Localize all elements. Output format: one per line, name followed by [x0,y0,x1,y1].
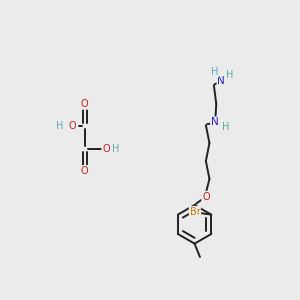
Text: N: N [218,76,225,86]
Text: N: N [211,117,219,128]
Text: H: H [211,67,218,76]
Text: H: H [56,121,64,131]
Text: O: O [81,166,88,176]
Text: O: O [102,143,110,154]
Text: O: O [81,99,88,109]
Text: H: H [226,70,233,80]
Text: O: O [202,192,210,202]
Text: O: O [69,121,76,131]
Text: H: H [222,122,230,132]
Text: H: H [112,143,119,154]
Text: Br: Br [190,207,200,217]
